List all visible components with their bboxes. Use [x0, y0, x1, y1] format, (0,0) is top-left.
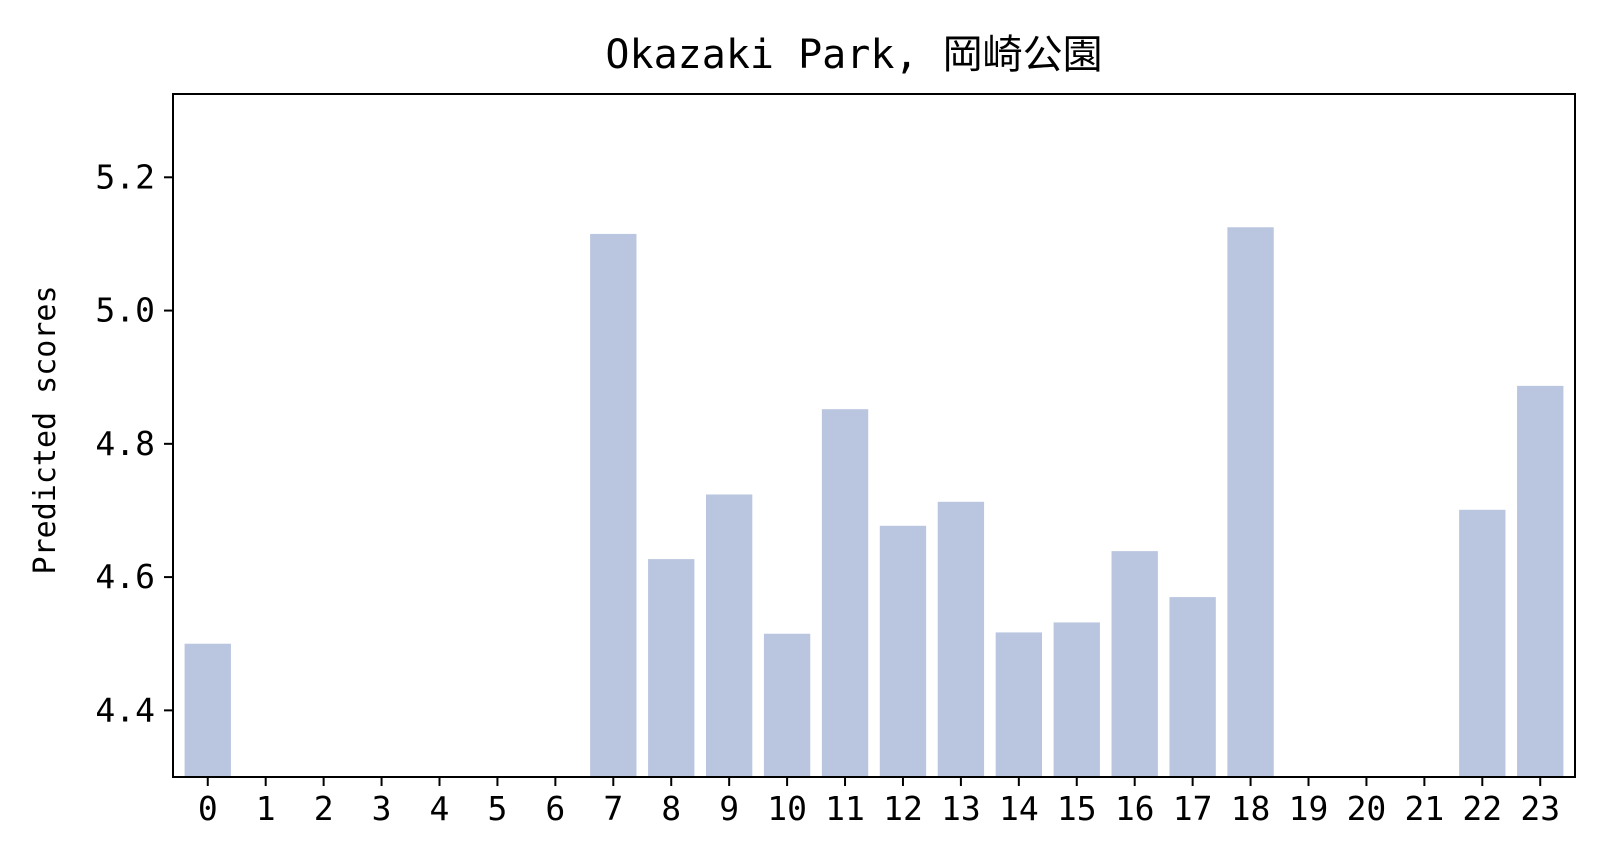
bar-15	[1053, 622, 1100, 777]
y-tick-label: 4.4	[95, 690, 155, 729]
x-tick-label: 9	[719, 789, 739, 828]
chart-title: Okazaki Park, 岡崎公園	[605, 32, 1102, 78]
bar-11	[821, 409, 869, 777]
x-tick-label: 6	[545, 789, 565, 828]
x-tick-label: 10	[767, 789, 807, 828]
y-tick-label: 4.6	[95, 557, 155, 596]
x-tick-label: 13	[941, 789, 981, 828]
bar-13	[937, 501, 985, 777]
bar-10	[763, 633, 811, 777]
y-tick-label: 4.8	[95, 424, 155, 463]
x-tick-label: 14	[999, 789, 1039, 828]
bar-22	[1459, 509, 1506, 777]
x-tick-label: 0	[198, 789, 218, 828]
x-tick-label: 22	[1462, 789, 1502, 828]
x-tick-label: 17	[1173, 789, 1213, 828]
x-tick-label: 20	[1347, 789, 1387, 828]
x-tick-label: 2	[314, 789, 334, 828]
bar-0	[184, 643, 231, 777]
x-tick-label: 3	[372, 789, 392, 828]
x-axis: 0 1 2 3 4 5 6 7 8 9 10 11 12 13 14 15 16 17 18 19 20 21 22 23	[198, 777, 1560, 828]
y-axis-label: Predicted scores	[28, 286, 63, 575]
bar-7	[590, 233, 637, 777]
bars-group	[184, 227, 1564, 777]
bar-12	[879, 525, 927, 777]
x-tick-label: 12	[883, 789, 923, 828]
bar-9	[705, 494, 753, 777]
x-tick-label: 18	[1231, 789, 1271, 828]
x-tick-label: 23	[1520, 789, 1560, 828]
y-axis: 4.4 4.6 4.8 5.0 5.2	[95, 157, 173, 729]
x-tick-label: 15	[1057, 789, 1097, 828]
y-tick-label: 5.2	[95, 157, 155, 196]
x-tick-label: 4	[430, 789, 450, 828]
bar-14	[995, 632, 1043, 777]
x-tick-label: 21	[1404, 789, 1444, 828]
bar-17	[1169, 597, 1216, 777]
bar-8	[648, 559, 695, 777]
x-tick-label: 5	[487, 789, 507, 828]
x-tick-label: 8	[661, 789, 681, 828]
x-tick-label: 1	[256, 789, 276, 828]
x-tick-label: 16	[1115, 789, 1155, 828]
bar-16	[1111, 551, 1158, 777]
x-tick-label: 11	[825, 789, 865, 828]
bar-23	[1517, 385, 1564, 777]
x-tick-label: 19	[1289, 789, 1329, 828]
x-tick-label: 7	[603, 789, 623, 828]
plot-frame	[172, 93, 1576, 778]
bar-18	[1227, 227, 1274, 777]
y-tick-label: 5.0	[95, 291, 155, 330]
